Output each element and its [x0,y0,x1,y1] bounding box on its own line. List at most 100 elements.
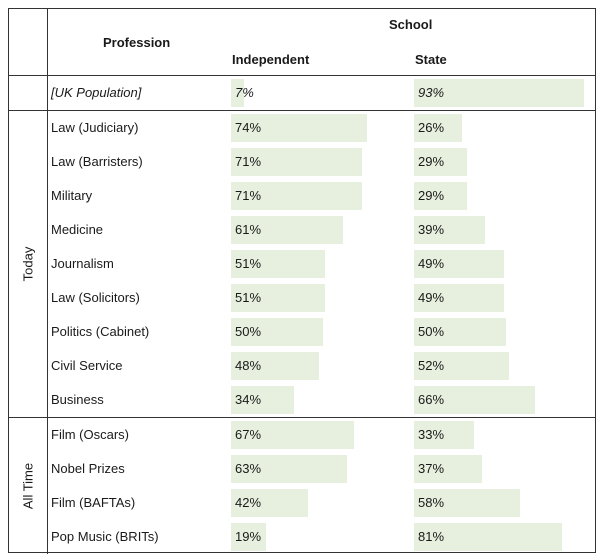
independent-percent: 50% [235,324,262,339]
state-percent: 52% [418,358,445,373]
independent-cell: 74% [231,114,415,142]
left-column-divider [47,9,48,554]
state-percent: 50% [418,324,445,339]
state-cell: 49% [414,250,597,278]
independent-cell: 67% [231,421,415,449]
state-cell: 58% [414,489,597,517]
profession-label: Medicine [51,222,104,237]
header-divider [9,75,595,76]
state-header: State [415,52,447,67]
independent-cell: 50% [231,318,415,346]
independent-bar [231,250,325,278]
state-bar [414,114,462,142]
profession-label: [UK Population] [51,85,142,100]
state-cell: 93% [414,79,597,107]
group-divider [9,110,595,111]
state-percent: 81% [418,529,445,544]
independent-percent: 67% [235,427,262,442]
state-percent: 93% [418,85,445,100]
independent-bar [231,148,362,176]
table-row: Law (Judiciary) 74% 26% [47,111,597,145]
independent-percent: 48% [235,358,262,373]
profession-label: Nobel Prizes [51,461,125,476]
state-cell: 66% [414,386,597,414]
profession-label: Military [51,188,93,203]
table-row: Nobel Prizes 63% 37% [47,452,597,486]
state-bar [414,216,486,244]
group-1: All Time [9,418,47,554]
profession-label: Law (Barristers) [51,154,143,169]
independent-bar [231,523,266,551]
state-cell: 37% [414,455,597,483]
state-bar [414,318,506,346]
independent-cell: 71% [231,182,415,210]
independent-cell: 42% [231,489,415,517]
state-bar [414,250,504,278]
profession-label: Film (BAFTAs) [51,495,136,510]
profession-label: Civil Service [51,358,123,373]
independent-percent: 7% [235,85,254,100]
independent-percent: 61% [235,222,262,237]
state-bar [414,489,521,517]
state-percent: 33% [418,427,445,442]
state-bar [414,79,585,107]
state-cell: 26% [414,114,597,142]
state-cell: 52% [414,352,597,380]
independent-percent: 71% [235,154,262,169]
table-row: Law (Solicitors) 51% 49% [47,281,597,315]
independent-bar [231,489,309,517]
table-row: Civil Service 48% 52% [47,349,597,383]
independent-percent: 71% [235,188,262,203]
group-0: Today [9,111,47,417]
state-cell: 29% [414,182,597,210]
independent-percent: 51% [235,290,262,305]
profession-label: Business [51,392,104,407]
profession-label: Pop Music (BRITs) [51,529,159,544]
independent-bar [231,114,368,142]
independent-cell: 34% [231,386,415,414]
independent-cell: 19% [231,523,415,551]
table-row: Pop Music (BRITs) 19% 81% [47,520,597,554]
independent-cell: 51% [231,250,415,278]
independent-percent: 51% [235,256,262,271]
state-percent: 49% [418,256,445,271]
table-row: Politics (Cabinet) 50% 50% [47,315,597,349]
independent-bar [231,421,355,449]
state-cell: 49% [414,284,597,312]
independent-percent: 19% [235,529,262,544]
group-label: All Time [20,462,36,510]
state-percent: 29% [418,188,445,203]
profession-label: Politics (Cabinet) [51,324,150,339]
school-header: School [389,17,433,32]
state-bar [414,523,563,551]
table-row: Film (Oscars) 67% 33% [47,418,597,452]
state-bar [414,284,504,312]
independent-bar [231,79,244,107]
state-percent: 66% [418,392,445,407]
group-divider [9,417,595,418]
profession-label: Law (Solicitors) [51,290,140,305]
state-bar [414,386,535,414]
profession-label: Journalism [51,256,114,271]
independent-bar [231,318,323,346]
independent-cell: 63% [231,455,415,483]
state-cell: 81% [414,523,597,551]
independent-bar [231,182,362,210]
table-row: Military 71% 29% [47,179,597,213]
profession-header: Profession [103,35,171,50]
state-bar [414,455,482,483]
independent-cell: 71% [231,148,415,176]
state-percent: 29% [418,154,445,169]
independent-bar [231,386,294,414]
table-row: Law (Barristers) 71% 29% [47,145,597,179]
state-percent: 58% [418,495,445,510]
independent-bar [231,352,320,380]
baseline-row: [UK Population] 7% 93% [47,76,597,110]
table-row: Journalism 51% 49% [47,247,597,281]
independent-percent: 34% [235,392,262,407]
independent-percent: 74% [235,120,262,135]
state-percent: 39% [418,222,445,237]
table-row: Film (BAFTAs) 42% 58% [47,486,597,520]
state-cell: 50% [414,318,597,346]
state-cell: 39% [414,216,597,244]
